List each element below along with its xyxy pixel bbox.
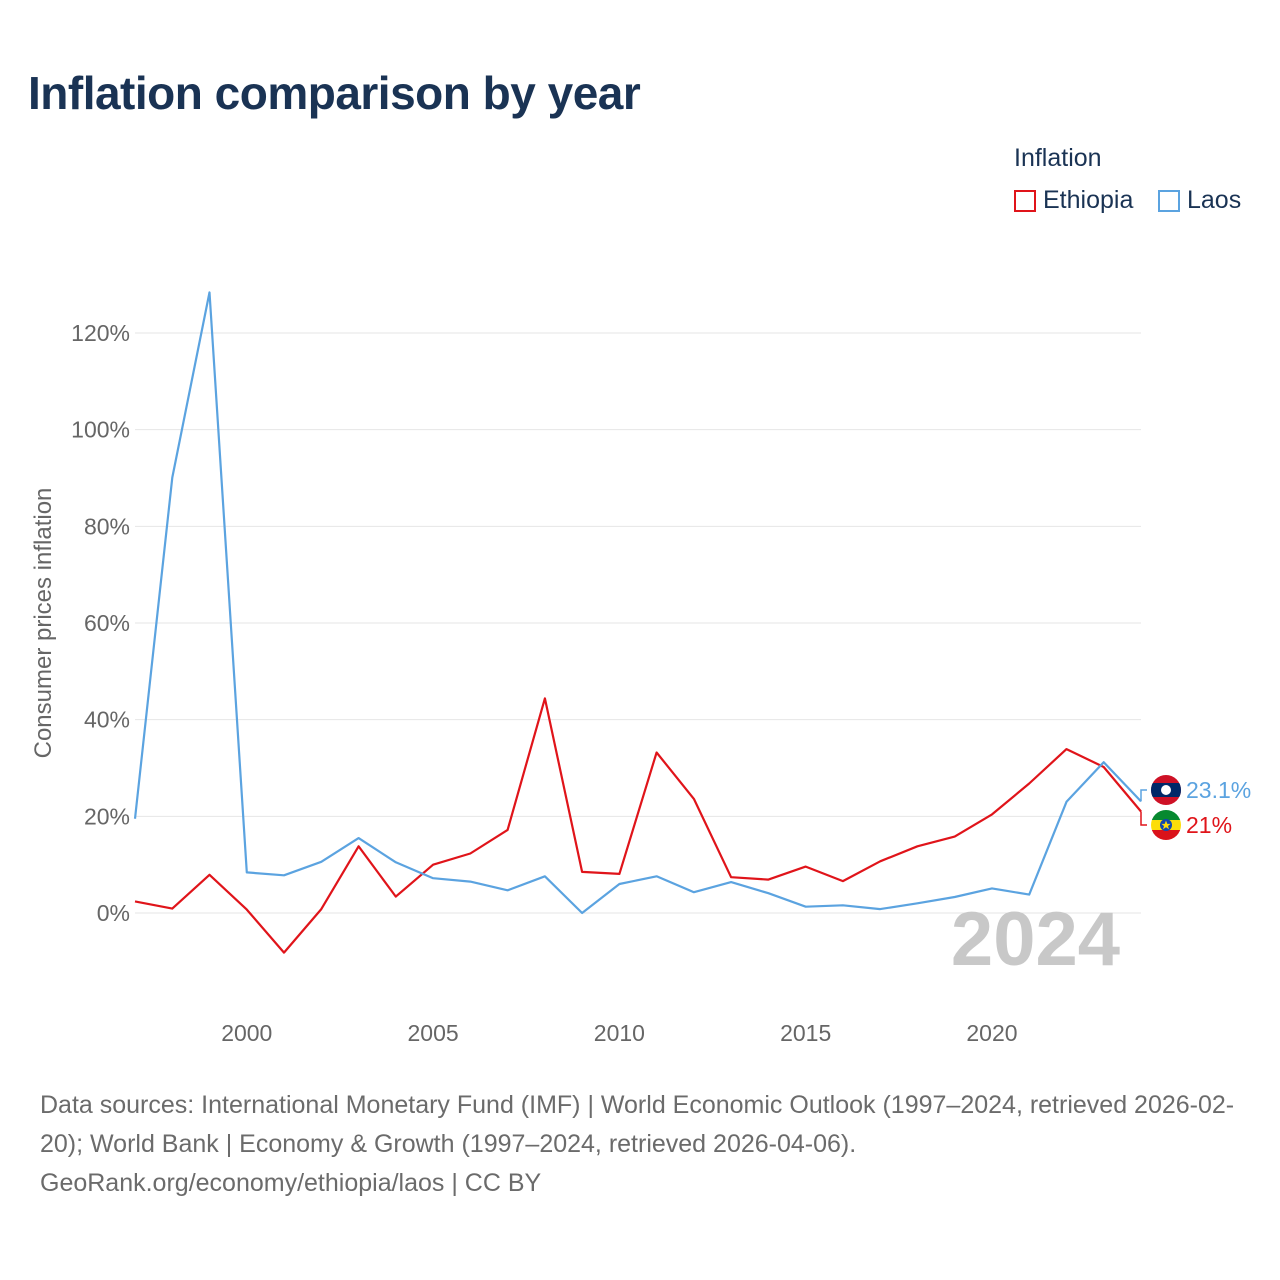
legend-item-ethiopia[interactable]: Ethiopia (1014, 186, 1133, 215)
legend-swatch-ethiopia (1014, 189, 1036, 212)
x-tick-labels: 2000 2005 2010 2015 2020 (221, 1020, 1017, 1046)
legend-swatch-laos (1158, 189, 1180, 212)
chart-title: Inflation comparison by year (28, 67, 641, 119)
legend-label-ethiopia: Ethiopia (1043, 186, 1134, 214)
series-line-laos (133, 291, 1142, 915)
y-tick-label: 0% (97, 900, 130, 926)
legend-title: Inflation (1014, 144, 1102, 172)
end-label-connector (1140, 811, 1147, 826)
footer: Data sources: International Monetary Fun… (40, 1086, 1250, 1203)
end-label-ethiopia: 21% (1186, 812, 1232, 838)
series-lines (133, 291, 1142, 954)
y-tick-label: 60% (84, 610, 130, 636)
end-label-laos: 23.1% (1186, 777, 1251, 803)
y-tick-label: 20% (84, 803, 130, 829)
y-tick-label: 40% (84, 707, 130, 733)
year-watermark: 2024 (951, 897, 1120, 982)
y-tick-label: 120% (71, 320, 130, 346)
y-tick-labels: 0% 20% 40% 60% 80% 100% 120% (71, 320, 130, 926)
line-chart: 0%20%40%60%80%100%120% 2000 2005 2010 2015 2… (30, 291, 1251, 1046)
x-tick-label: 2010 (594, 1020, 645, 1046)
grid-lines (135, 332, 1141, 914)
ethiopia-flag-icon (1151, 810, 1181, 840)
x-tick-label: 2000 (221, 1020, 272, 1046)
attribution-link[interactable]: GeoRank.org/economy/ethiopia/laos | CC B… (40, 1169, 542, 1197)
end-label-connector (1140, 789, 1147, 802)
x-tick-label: 2020 (966, 1020, 1017, 1046)
series-line-ethiopia (134, 697, 1142, 954)
y-axis-label: Consumer prices inflation (30, 488, 57, 759)
data-sources-text: Data sources: International Monetary Fun… (40, 1091, 1235, 1158)
y-tick-label: 80% (84, 513, 130, 539)
end-labels: 21% 23.1% (1140, 777, 1251, 838)
laos-flag-icon (1151, 775, 1181, 805)
legend-item-laos[interactable]: Laos (1158, 186, 1241, 215)
legend-label-laos: Laos (1187, 186, 1242, 214)
y-tick-label: 100% (71, 417, 130, 443)
x-tick-label: 2005 (407, 1020, 458, 1046)
x-tick-label: 2015 (780, 1020, 831, 1046)
